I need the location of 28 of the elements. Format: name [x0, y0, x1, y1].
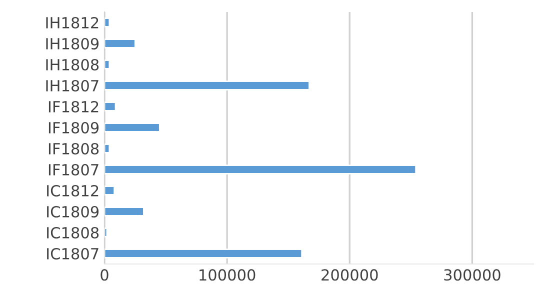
- bar: [104, 248, 303, 258]
- x-tick-label: 300000: [444, 269, 500, 281]
- y-tick-label: IF1809: [48, 122, 99, 134]
- bar: [104, 60, 110, 70]
- bar: [104, 18, 110, 28]
- bar: [104, 38, 136, 48]
- y-tick-label: IC1809: [47, 206, 99, 218]
- y-tick-label: IH1807: [46, 80, 98, 92]
- y-tick-label: IC1812: [47, 184, 98, 197]
- bar: [104, 80, 310, 90]
- bar: [104, 144, 110, 154]
- y-tick-label: IC1807: [47, 248, 98, 260]
- bar: [104, 164, 417, 174]
- y-tick-label: IH1808: [46, 58, 99, 71]
- x-tick-label: 0: [100, 269, 108, 281]
- y-tick-label: IC1808: [47, 226, 99, 239]
- bar: [104, 186, 115, 196]
- x-tick-label: 200000: [322, 269, 378, 281]
- bar: [104, 206, 144, 216]
- y-tick-label: IF1808: [48, 142, 99, 155]
- y-tick-label: IF1807: [48, 164, 98, 176]
- bar: [104, 122, 160, 132]
- y-tick-label: IH1809: [46, 38, 99, 50]
- bar: [104, 102, 116, 112]
- x-tick-label: 100000: [200, 269, 256, 281]
- y-tick-label: IH1812: [46, 16, 98, 29]
- y-tick-label: IF1812: [48, 100, 98, 113]
- bar: [104, 228, 108, 238]
